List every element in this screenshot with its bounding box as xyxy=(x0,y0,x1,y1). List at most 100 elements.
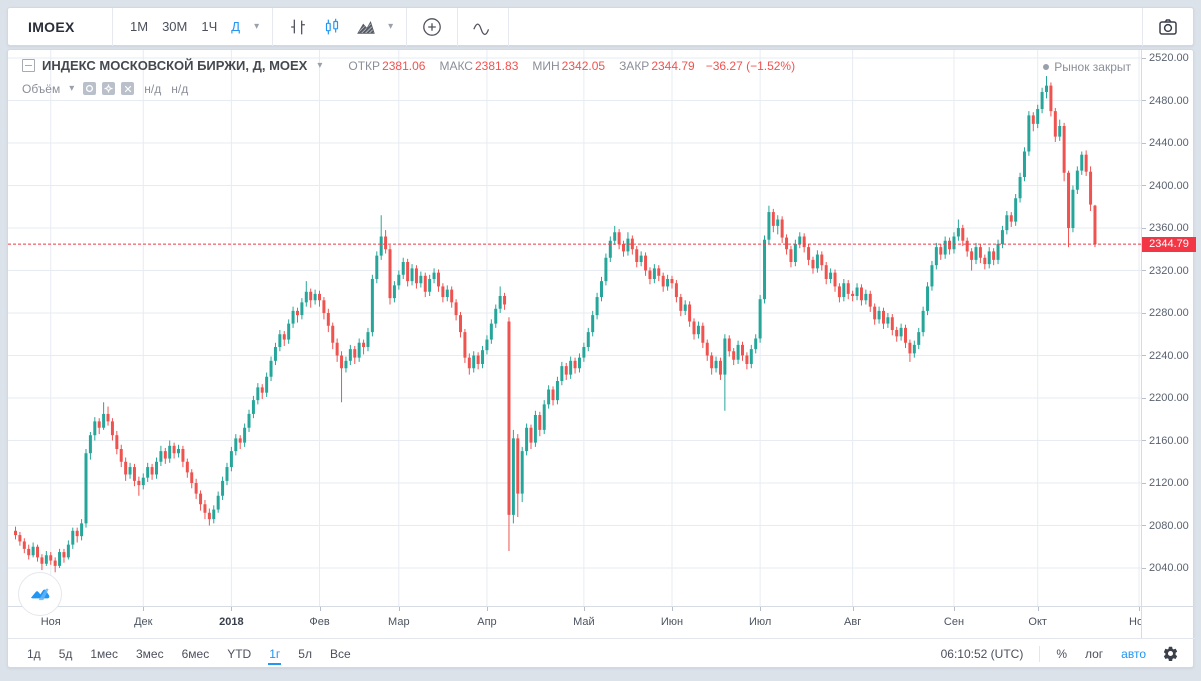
interval-button-1Ч[interactable]: 1Ч xyxy=(201,19,218,34)
time-tick-label: Ноя xyxy=(1129,616,1141,628)
ohlc-field: МАКС 2381.83 xyxy=(439,59,518,73)
price-tick-label: 2280.00 xyxy=(1149,307,1189,319)
time-tick-dash xyxy=(671,607,673,611)
ohlc-field: ОТКР 2381.06 xyxy=(348,59,425,73)
volume-dropdown-chevron[interactable]: ▾ xyxy=(69,83,75,94)
range-button-YTD[interactable]: YTD xyxy=(227,646,252,661)
volume-study-row: Объём ▾ н/д н/д xyxy=(22,81,188,96)
range-button-1г[interactable]: 1г xyxy=(262,644,287,665)
ohlc-field-value: 2381.06 xyxy=(382,58,426,73)
candlestick-plot[interactable] xyxy=(8,50,1195,669)
price-axis[interactable]: 2520.00 2480.00 2440.00 2400.00 2360.00 2320.… xyxy=(1141,50,1196,606)
ohlc-field-value: 2381.83 xyxy=(474,58,519,73)
price-tick-dash xyxy=(1142,397,1146,399)
range-button-5д[interactable]: 5д xyxy=(58,646,73,661)
legend-row: ИНДЕКС МОСКОВСКОЙ БИРЖИ, Д, MOEX ▾ ОТКР 2… xyxy=(22,58,795,73)
price-tick-dash xyxy=(1142,185,1146,186)
bottombar-separator xyxy=(1039,645,1041,662)
visibility-icon[interactable] xyxy=(83,82,97,95)
price-tick-dash xyxy=(1142,100,1146,101)
time-tick-dash xyxy=(760,607,762,611)
interval-dropdown-chevron[interactable]: ▾ xyxy=(254,21,260,32)
time-tick-dash xyxy=(1139,607,1141,611)
range-button-6мес[interactable]: 6мес xyxy=(181,646,210,661)
price-tick-label: 2440.00 xyxy=(1149,137,1189,149)
time-tick-label: Мар xyxy=(388,616,410,628)
time-tick-dash xyxy=(1037,607,1039,611)
market-status-text: Рынок закрыт xyxy=(1054,60,1131,74)
price-tick-dash xyxy=(1142,355,1146,356)
time-tick-dash xyxy=(319,607,321,611)
price-tick-dash xyxy=(1142,525,1146,526)
ohlc-field-label: МАКС xyxy=(439,58,473,73)
time-tick-label: Окт xyxy=(1028,616,1047,628)
top-toolbar: IMOEX 1М 30М 1Ч Д ▾ ▾ xyxy=(7,7,1194,46)
range-button-3мес[interactable]: 3мес xyxy=(135,646,164,661)
time-tick-label: Апр xyxy=(477,616,497,628)
time-tick-dash xyxy=(398,607,400,611)
time-tick-dash xyxy=(852,607,854,611)
price-tick-label: 2160.00 xyxy=(1149,434,1189,447)
time-tick-label: Июн xyxy=(660,616,684,628)
time-tick-label: Ноя xyxy=(40,616,61,628)
interval-group: 1М 30М 1Ч Д ▾ xyxy=(113,8,272,45)
mode-button-авто[interactable]: авто xyxy=(1121,646,1146,661)
price-tick-label: 2120.00 xyxy=(1149,477,1189,489)
time-tick-dash xyxy=(231,607,233,611)
close-icon[interactable] xyxy=(121,82,135,95)
mode-button-%[interactable]: % xyxy=(1056,646,1067,661)
interval-button-Д[interactable]: Д xyxy=(231,19,241,34)
ohlc-field-value: 2342.05 xyxy=(561,58,606,73)
range-button-5л[interactable]: 5л xyxy=(298,646,312,661)
market-status-dot-icon xyxy=(1043,64,1050,70)
price-tick-label: 2360.00 xyxy=(1149,222,1189,234)
legend-collapse-icon[interactable] xyxy=(22,59,35,72)
time-tick-dash xyxy=(143,607,145,611)
time-tick-label: 2018 xyxy=(219,616,244,628)
range-buttons: 1д 5д 1мес 3мес 6мес YTD 1г 5л Все xyxy=(8,644,358,665)
price-tick-label: 2200.00 xyxy=(1149,392,1189,404)
camera-snapshot-icon[interactable] xyxy=(1153,12,1183,42)
bottom-toolbar: 1д 5д 1мес 3мес 6мес YTD 1г 5л Все 06:10:52 (UTC… xyxy=(8,638,1195,668)
range-button-Все[interactable]: Все xyxy=(329,646,351,661)
style-dropdown-chevron[interactable]: ▾ xyxy=(388,21,394,32)
legend-dropdown-chevron[interactable]: ▾ xyxy=(317,60,323,71)
toolbar-separator xyxy=(508,7,510,46)
mode-button-лог[interactable]: лог xyxy=(1084,646,1104,661)
chart-style-group: ▾ xyxy=(273,8,406,45)
axis-corner xyxy=(1141,606,1196,639)
range-button-1мес[interactable]: 1мес xyxy=(90,646,118,661)
tradingview-logo[interactable] xyxy=(18,572,62,616)
price-tick-dash xyxy=(1142,270,1146,271)
time-tick-label: Дек xyxy=(134,616,153,628)
price-tick-label: 2320.00 xyxy=(1149,264,1189,277)
chart-title[interactable]: ИНДЕКС МОСКОВСКОЙ БИРЖИ, Д, MOEX xyxy=(42,58,308,73)
settings-icon[interactable] xyxy=(102,82,116,95)
ohlc-field: ЗАКР 2344.79 xyxy=(619,59,695,73)
bars-style-icon[interactable] xyxy=(283,12,313,42)
change-value: −36.27 (−1.52%) xyxy=(705,58,796,73)
clock[interactable]: 06:10:52 (UTC) xyxy=(940,646,1024,661)
price-tick-label: 2080.00 xyxy=(1149,519,1189,532)
time-tick-dash xyxy=(953,607,955,611)
interval-button-30М[interactable]: 30М xyxy=(162,19,188,34)
ohlc-field-label: ОТКР xyxy=(348,58,381,73)
price-tick-dash xyxy=(1142,142,1146,144)
volume-value: н/д xyxy=(144,81,162,96)
price-tick-label: 2520.00 xyxy=(1149,52,1189,64)
price-tick-dash xyxy=(1142,482,1146,484)
range-button-1д[interactable]: 1д xyxy=(27,646,41,661)
price-tick-label: 2400.00 xyxy=(1149,179,1189,192)
time-axis[interactable]: Ноя Дек 2018 Фев Мар Апр Май Июн Июл Авг Сен Окт Ноя xyxy=(8,606,1141,639)
ohlc-field: МИН 2342.05 xyxy=(532,59,605,73)
symbol-button[interactable]: IMOEX xyxy=(28,18,75,35)
chart-settings-gear-icon[interactable] xyxy=(1162,645,1179,662)
candles-style-icon[interactable] xyxy=(317,12,347,42)
toolbar-separator xyxy=(406,7,408,46)
interval-button-1М[interactable]: 1М xyxy=(130,19,149,34)
compare-plus-icon[interactable] xyxy=(417,12,447,42)
ohlc-values: ОТКР 2381.06 МАКС 2381.83 МИН 2342.05 ЗАКР 2344… xyxy=(348,59,694,73)
price-tick-label: 2040.00 xyxy=(1149,562,1189,574)
area-style-icon[interactable] xyxy=(351,12,381,42)
line-tool-icon[interactable] xyxy=(468,12,498,42)
